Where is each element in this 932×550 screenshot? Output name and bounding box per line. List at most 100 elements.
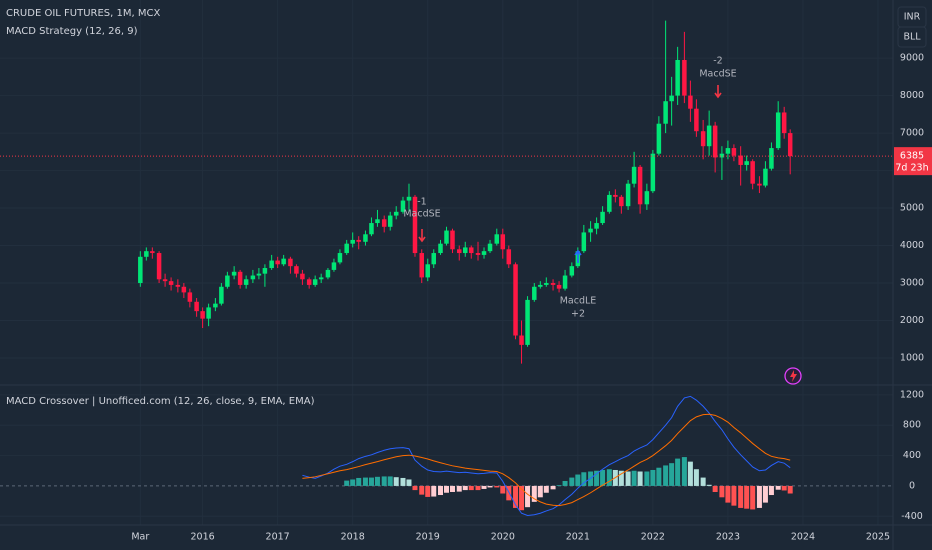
histogram-bar <box>543 485 549 493</box>
histogram-bar <box>356 477 362 486</box>
x-tick-label: 2018 <box>341 532 365 543</box>
x-tick-label: Mar <box>131 532 149 543</box>
indicator-line <box>302 413 791 507</box>
currency-button-label[interactable]: INR <box>904 12 921 23</box>
candle-body <box>738 155 743 165</box>
candle-body <box>156 253 162 280</box>
candle-body <box>631 166 637 184</box>
candle-body <box>787 133 793 157</box>
histogram-bar <box>600 469 606 486</box>
candle-body <box>481 251 487 255</box>
histogram-bar <box>381 476 387 486</box>
y-tick-label: 1000 <box>900 353 924 364</box>
histogram-bar <box>631 470 637 486</box>
histogram-bar <box>775 485 781 490</box>
histogram-bar <box>750 485 756 510</box>
candle-body <box>400 200 406 212</box>
annotation-text: MacdSE <box>699 69 736 80</box>
histogram-bar <box>625 471 631 486</box>
candle-body <box>219 286 224 304</box>
y-tick-label: 3000 <box>900 278 924 289</box>
candle-body <box>569 266 575 276</box>
histogram-bar <box>406 479 412 486</box>
candle-body <box>607 194 612 212</box>
histogram-bar <box>675 458 681 486</box>
histogram-bar <box>456 485 462 492</box>
indicator-tick-label: -400 <box>901 511 923 522</box>
annotation-arrow <box>574 249 582 263</box>
y-tick-label: 7000 <box>900 128 924 139</box>
candle-body <box>444 230 449 244</box>
y-tick-label: 5000 <box>900 203 924 214</box>
candle-body <box>306 279 312 285</box>
candle-body <box>594 223 599 229</box>
indicator-tick-label: 0 <box>909 480 915 491</box>
candle-body <box>425 264 430 278</box>
histogram-bar <box>681 457 687 486</box>
last-price-label: 6385 <box>900 151 924 162</box>
annotation-text: +2 <box>571 309 585 320</box>
candle-body <box>613 194 618 197</box>
candle-body <box>700 131 706 147</box>
candle-body <box>438 243 443 254</box>
unit-button[interactable] <box>897 26 927 48</box>
histogram-bar <box>663 465 669 486</box>
histogram-bar <box>581 472 587 486</box>
candle-body <box>243 279 249 285</box>
histogram-bar <box>575 474 581 486</box>
candle-body <box>144 251 149 257</box>
candle-body <box>375 219 380 224</box>
histogram-bar <box>525 485 531 508</box>
candle-body <box>532 286 537 300</box>
candle-body <box>187 292 193 302</box>
candle-body <box>294 266 299 274</box>
annotation-text: -1 <box>417 197 426 208</box>
histogram-bar <box>412 485 418 491</box>
annotation-text: MacdSE <box>403 209 440 220</box>
histogram-bar <box>450 485 456 492</box>
candle-body <box>588 228 593 233</box>
candle-body <box>337 253 343 263</box>
histogram-bar <box>669 463 675 486</box>
histogram-bar <box>481 485 487 489</box>
histogram-bar <box>644 471 650 486</box>
histogram-bar <box>387 476 393 486</box>
candle-body <box>181 286 187 293</box>
candle-body <box>269 260 274 269</box>
unit-button-label[interactable]: BLL <box>903 32 921 43</box>
histogram-bar <box>513 485 519 508</box>
candle-body <box>406 196 412 201</box>
histogram-bar <box>725 485 731 503</box>
histogram-bar <box>562 480 568 486</box>
candle-body <box>600 211 605 224</box>
candle-body <box>331 262 337 270</box>
candle-body <box>619 196 624 207</box>
histogram-bar <box>350 479 356 486</box>
last-price-box <box>894 147 932 176</box>
alert-icon-bolt[interactable] <box>790 370 797 382</box>
candle-body <box>206 307 211 319</box>
x-tick-label: 2025 <box>866 532 890 543</box>
histogram-bar <box>362 477 368 486</box>
candle-body <box>625 183 631 207</box>
histogram-bar <box>500 485 506 494</box>
candle-body <box>637 166 643 205</box>
candle-body <box>150 251 155 254</box>
candle-body <box>581 232 587 252</box>
candle-body <box>281 258 286 265</box>
annotation-arrow <box>714 85 722 99</box>
histogram-bar <box>700 477 706 486</box>
alert-icon[interactable] <box>784 367 802 385</box>
candle-body <box>450 230 455 250</box>
candle-body <box>656 123 662 154</box>
x-tick-label: 2017 <box>266 532 290 543</box>
y-tick-label: 9000 <box>900 53 924 64</box>
candle-body <box>231 271 237 276</box>
x-tick-label: 2024 <box>791 532 815 543</box>
annotation-text: -2 <box>713 56 722 67</box>
candle-body <box>682 59 687 96</box>
x-tick-label: 2019 <box>416 532 440 543</box>
